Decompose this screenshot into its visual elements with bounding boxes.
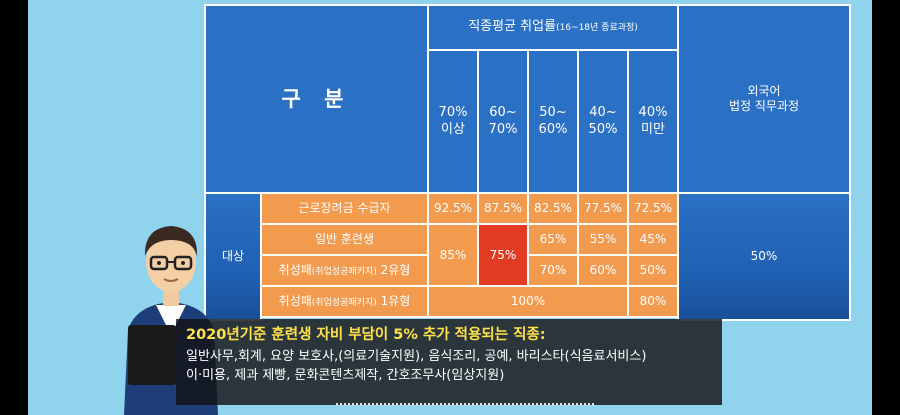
col-header-50-60: 50~ 60% <box>527 49 579 194</box>
row-label-type2: 취성패(취업성공패키지) 2유형 <box>260 254 429 287</box>
value-cell: 65% <box>527 223 579 256</box>
caption-box: 2020년기준 훈련생 자비 부담이 5% 추가 적용되는 직종: 일반사무,회… <box>176 319 722 405</box>
value-cell: 50% <box>627 254 679 287</box>
caption-line: 이·미용, 제과 제빵, 문화콘텐츠제작, 간호조무사(임상지원) <box>186 368 505 383</box>
row-label-type1: 취성패(취업성공패키지) 1유형 <box>260 285 429 318</box>
value-cell: 77.5% <box>577 192 629 225</box>
corner-header: 구 분 <box>204 4 429 194</box>
caption-line: 일반사무,회계, 요양 보호사,(의료기술지원), 음식조리, 공예, 바리스타… <box>186 349 647 364</box>
value-cell: 55% <box>577 223 629 256</box>
target-label: 대상 <box>204 192 262 321</box>
value-cell: 60% <box>577 254 629 287</box>
caption-title: 2020년기준 훈련생 자비 부담이 5% 추가 적용되는 직종: <box>186 327 546 343</box>
video-frame: 구 분 직종평균 취업률(16~18년 종료과정) 외국어 법정 직무과정 70… <box>28 0 872 415</box>
value-cell-merged-100: 100% <box>427 285 629 318</box>
value-cell: 80% <box>627 285 679 318</box>
row-label-general: 일반 훈련생 <box>260 223 429 256</box>
value-cell-merged-85: 85% <box>427 223 479 287</box>
row-label-eitc: 근로장려금 수급자 <box>260 192 429 225</box>
value-cell: 82.5% <box>527 192 579 225</box>
video-progress-indicator[interactable] <box>336 403 594 406</box>
value-cell: 92.5% <box>427 192 479 225</box>
col-header-70-above: 70% 이상 <box>427 49 479 194</box>
col-header-40-below: 40% 미만 <box>627 49 679 194</box>
foreign-value: 50% <box>677 192 851 321</box>
value-cell: 87.5% <box>477 192 529 225</box>
group-header: 직종평균 취업률(16~18년 종료과정) <box>427 4 679 51</box>
foreign-language-header: 외국어 법정 직무과정 <box>677 4 851 194</box>
value-cell: 45% <box>627 223 679 256</box>
value-cell-highlight: 75% <box>477 223 529 287</box>
value-cell: 70% <box>527 254 579 287</box>
col-header-40-50: 40~ 50% <box>577 49 629 194</box>
value-cell: 72.5% <box>627 192 679 225</box>
training-cost-table: 구 분 직종평균 취업률(16~18년 종료과정) 외국어 법정 직무과정 70… <box>204 4 851 321</box>
col-header-60-70: 60~ 70% <box>477 49 529 194</box>
